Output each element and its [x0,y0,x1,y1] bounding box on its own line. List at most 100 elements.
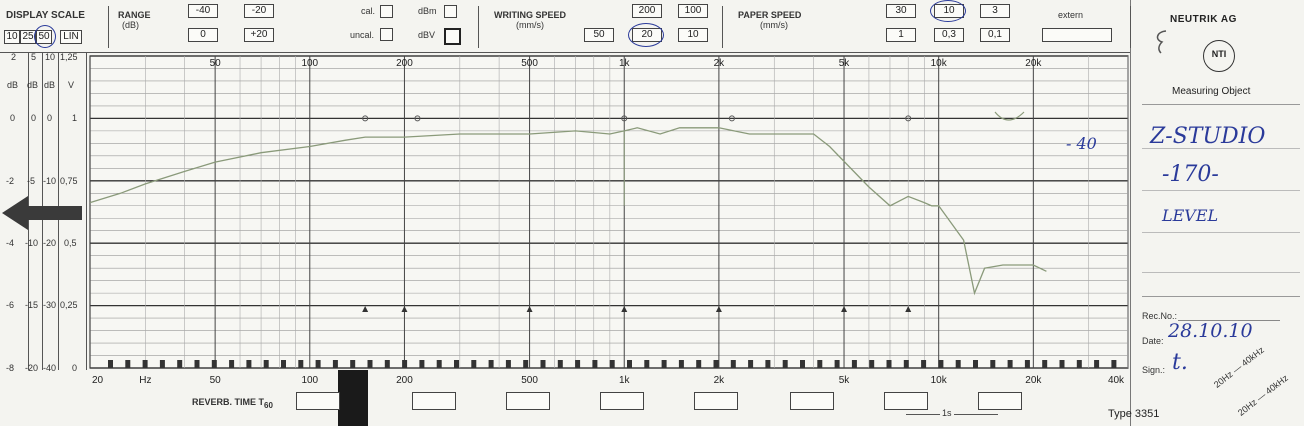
scale-5db-v3: -15 [25,300,39,310]
baseline-tick [298,360,304,368]
baseline-tick [644,360,650,368]
selection-circle-paper [930,0,966,22]
baseline-tick [402,360,408,368]
x-tick-bottom-label: 200 [396,375,413,386]
scale-2db-v0: 0 [10,113,16,123]
reverb-box-2[interactable] [412,392,456,410]
reverb-box-6[interactable] [790,392,834,410]
scale-5db-v0: 0 [31,113,37,123]
handwritten-object-line-3: LEVEL [1162,206,1219,225]
baseline-tick [661,360,667,368]
baseline-tick [454,360,459,368]
scale-5db-v2: -10 [25,238,39,248]
level-arrow-icon [2,196,82,230]
reverb-box-5[interactable] [694,392,738,410]
baseline-tick [748,360,754,368]
range-unit: (dB) [122,20,140,30]
x-tick-top-label: 50 [210,58,222,69]
paper-button-0-3[interactable]: 0,3 [934,28,964,42]
reverb-marker-block [338,370,368,426]
uncal-label: uncal. [350,30,375,40]
baseline-tick [834,360,840,368]
scale-2db-unit: dB [7,80,19,90]
x-tick-top-label: 1k [619,58,631,69]
baseline-tick [1059,360,1065,368]
baseline-tick [540,360,546,368]
baseline-tick [177,360,183,368]
paper-button-30[interactable]: 30 [886,4,916,18]
baseline-tick [713,360,719,368]
scale-lin-v3: 0,25 [60,300,78,310]
range-button-minus40[interactable]: -40 [188,4,218,18]
x-tick-bottom-label: 10k [931,375,948,386]
dbv-label: dBV [418,30,436,40]
scale-2db-v4: -8 [6,363,15,373]
writing-button-100[interactable]: 100 [678,4,708,18]
scale-lin-head: 1,25 [60,52,78,62]
baseline-tick [1094,360,1100,368]
baseline-tick [990,360,996,368]
baseline-tick [627,360,632,368]
baseline-tick [229,360,235,368]
paper-button-0-1[interactable]: 0,1 [980,28,1010,42]
scale-button-10[interactable]: 10 [4,30,20,44]
plot-frame [89,55,1129,369]
baseline-tick [332,360,338,368]
baseline-tick [471,360,477,368]
reverb-box-3[interactable] [506,392,550,410]
writing-button-50[interactable]: 50 [584,28,614,42]
time-scale-marker: 1s [940,408,954,418]
baseline-tick [973,360,978,368]
baseline-tick [436,360,442,368]
paper-button-1[interactable]: 1 [886,28,916,42]
dbv-checkbox[interactable] [444,28,461,45]
scale-10db-v4: -40 [43,363,57,373]
reverb-box-1[interactable] [296,392,340,410]
baseline-tick [817,360,823,368]
reverb-box-4[interactable] [600,392,644,410]
baseline-tick [142,360,148,368]
uncal-checkbox[interactable] [380,28,393,41]
baseline-tick [1076,360,1082,368]
selection-circle-writing [628,23,664,47]
x-tick-bottom-label: Hz [139,375,151,386]
reference-circle [728,115,735,122]
reference-triangle [362,306,369,312]
reverb-box-7[interactable] [884,392,928,410]
baseline-tick [696,360,702,368]
reference-circle [621,115,628,122]
cal-checkbox[interactable] [380,5,393,18]
paper-button-3[interactable]: 3 [980,4,1010,18]
handwritten-level-note: - 40 [1066,134,1097,153]
baseline-tick [263,360,269,368]
x-tick-top-label: 100 [301,58,318,69]
baseline-tick [488,360,494,368]
brand-logo-text: NTI [1211,49,1227,59]
scale-2db-v1: -2 [6,176,15,186]
baseline-tick [765,360,771,368]
reference-triangle [905,306,912,312]
reference-circle [414,115,421,122]
scale-10db-v3: -30 [43,300,57,310]
reverb-box-8[interactable] [978,392,1022,410]
x-tick-bottom-label: 1k [619,375,631,386]
range-button-plus20[interactable]: +20 [244,28,274,42]
scale-2db-v2: -4 [6,238,15,248]
response-curve-series [89,127,1047,296]
writing-button-10[interactable]: 10 [678,28,708,42]
x-tick-top-label: 2k [714,58,726,69]
x-tick-bottom-label: 20 [92,375,104,386]
writing-button-200[interactable]: 200 [632,4,662,18]
dbm-checkbox[interactable] [444,5,457,18]
baseline-tick [1042,360,1048,368]
range-button-minus20[interactable]: -20 [244,4,274,18]
scale-button-lin[interactable]: LIN [60,30,82,44]
reference-circle [362,115,369,122]
range-button-0[interactable]: 0 [188,28,218,42]
signature-mark-icon [1156,30,1167,54]
sign-value: t. [1172,350,1188,375]
measuring-object-label: Measuring Object [1172,86,1251,97]
extern-field[interactable] [1042,28,1112,42]
x-tick-top-label: 10k [931,58,948,69]
baseline-tick [592,360,598,368]
